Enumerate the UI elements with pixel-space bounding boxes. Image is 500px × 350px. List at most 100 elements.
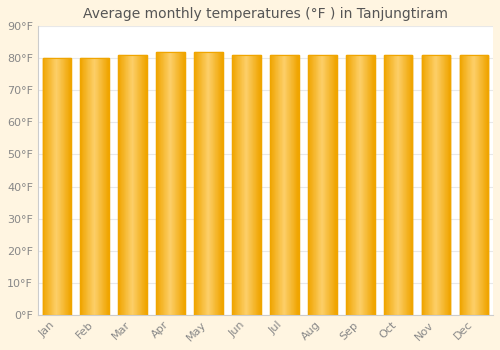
Bar xyxy=(194,52,223,315)
Bar xyxy=(138,55,139,315)
Bar xyxy=(236,55,237,315)
Bar xyxy=(209,52,210,315)
Bar xyxy=(368,55,369,315)
Bar xyxy=(288,55,289,315)
Bar xyxy=(352,55,353,315)
Bar xyxy=(97,58,98,315)
Bar xyxy=(284,55,285,315)
Bar xyxy=(201,52,202,315)
Bar xyxy=(346,55,347,315)
Bar xyxy=(334,55,335,315)
Bar xyxy=(54,58,55,315)
Bar xyxy=(348,55,349,315)
Bar xyxy=(208,52,209,315)
Bar xyxy=(243,55,244,315)
Bar xyxy=(435,55,436,315)
Bar xyxy=(400,55,401,315)
Bar xyxy=(468,55,469,315)
Bar xyxy=(324,55,325,315)
Bar xyxy=(384,55,385,315)
Bar xyxy=(429,55,430,315)
Bar xyxy=(240,55,241,315)
Bar xyxy=(183,52,184,315)
Bar xyxy=(462,55,464,315)
Bar xyxy=(332,55,333,315)
Bar xyxy=(59,58,60,315)
Bar xyxy=(81,58,82,315)
Bar xyxy=(390,55,391,315)
Bar xyxy=(103,58,104,315)
Bar xyxy=(214,52,215,315)
Bar xyxy=(218,52,219,315)
Bar xyxy=(320,55,321,315)
Bar xyxy=(483,55,484,315)
Bar xyxy=(100,58,101,315)
Bar xyxy=(444,55,446,315)
Bar xyxy=(101,58,102,315)
Bar xyxy=(107,58,108,315)
Bar xyxy=(80,58,109,315)
Bar xyxy=(68,58,70,315)
Bar xyxy=(169,52,170,315)
Bar xyxy=(168,52,169,315)
Bar xyxy=(392,55,393,315)
Bar xyxy=(44,58,45,315)
Bar xyxy=(358,55,359,315)
Bar xyxy=(353,55,354,315)
Bar xyxy=(460,55,461,315)
Bar xyxy=(396,55,397,315)
Bar xyxy=(198,52,199,315)
Bar xyxy=(46,58,47,315)
Bar xyxy=(144,55,145,315)
Bar xyxy=(422,55,450,315)
Bar xyxy=(486,55,487,315)
Bar xyxy=(195,52,196,315)
Bar xyxy=(384,55,412,315)
Bar xyxy=(286,55,287,315)
Bar xyxy=(256,55,258,315)
Bar xyxy=(397,55,398,315)
Bar xyxy=(427,55,428,315)
Bar xyxy=(258,55,259,315)
Bar xyxy=(285,55,286,315)
Bar xyxy=(270,55,272,315)
Bar xyxy=(45,58,46,315)
Bar xyxy=(313,55,314,315)
Bar xyxy=(221,52,222,315)
Bar xyxy=(442,55,443,315)
Bar xyxy=(347,55,348,315)
Bar xyxy=(331,55,332,315)
Bar xyxy=(131,55,132,315)
Bar xyxy=(42,58,43,315)
Bar xyxy=(297,55,298,315)
Bar xyxy=(251,55,252,315)
Bar xyxy=(409,55,410,315)
Bar xyxy=(63,58,64,315)
Bar xyxy=(197,52,198,315)
Bar xyxy=(363,55,364,315)
Bar xyxy=(177,52,178,315)
Bar xyxy=(232,55,233,315)
Bar xyxy=(436,55,438,315)
Bar xyxy=(135,55,136,315)
Bar xyxy=(246,55,247,315)
Bar xyxy=(250,55,251,315)
Bar xyxy=(255,55,256,315)
Bar xyxy=(124,55,126,315)
Bar xyxy=(440,55,442,315)
Bar xyxy=(322,55,323,315)
Bar xyxy=(311,55,312,315)
Bar xyxy=(213,52,214,315)
Bar xyxy=(118,55,147,315)
Bar xyxy=(276,55,277,315)
Bar xyxy=(119,55,120,315)
Bar xyxy=(388,55,389,315)
Bar xyxy=(428,55,429,315)
Bar xyxy=(57,58,58,315)
Bar xyxy=(321,55,322,315)
Bar xyxy=(48,58,49,315)
Bar xyxy=(274,55,276,315)
Bar xyxy=(158,52,159,315)
Bar xyxy=(167,52,168,315)
Bar xyxy=(247,55,248,315)
